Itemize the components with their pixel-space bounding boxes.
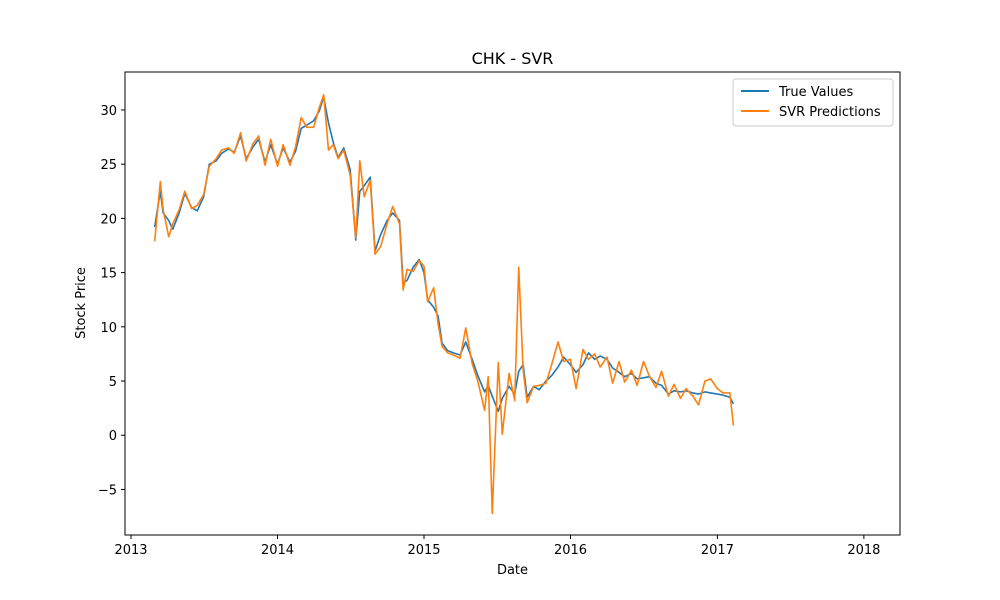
series-line-true-values — [153, 96, 735, 413]
x-tick-label: 2014 — [261, 543, 294, 558]
x-axis-title: Date — [497, 563, 528, 578]
legend: True Values SVR Predictions — [732, 78, 894, 127]
y-tick-label: 10 — [100, 321, 117, 336]
y-axis: −5 0 5 10 15 20 25 30 — [98, 104, 125, 498]
x-tick-label: 2018 — [847, 543, 880, 558]
chart-title: CHK - SVR — [472, 49, 554, 68]
x-tick-label: 2013 — [114, 543, 147, 558]
y-tick-label: 20 — [100, 212, 117, 227]
y-axis-title: Stock Price — [74, 267, 89, 339]
y-tick-label: 0 — [109, 429, 117, 444]
legend-box — [732, 78, 894, 127]
series-layer — [153, 93, 735, 515]
x-tick-label: 2015 — [407, 543, 440, 558]
y-tick-label: −5 — [98, 483, 117, 498]
x-tick-label: 2016 — [554, 543, 587, 558]
series-line-svr-predictions — [153, 93, 735, 515]
y-tick-label: 30 — [100, 104, 117, 119]
legend-label-svr-predictions: SVR Predictions — [779, 105, 881, 120]
x-tick-label: 2017 — [701, 543, 734, 558]
x-axis: 2013 2014 2015 2016 2017 2018 — [114, 535, 880, 558]
y-tick-label: 5 — [109, 375, 117, 390]
plot-area-frame — [124, 71, 901, 536]
y-tick-label: 15 — [100, 267, 117, 282]
y-tick-label: 25 — [100, 158, 117, 173]
legend-label-true-values: True Values — [778, 85, 853, 100]
